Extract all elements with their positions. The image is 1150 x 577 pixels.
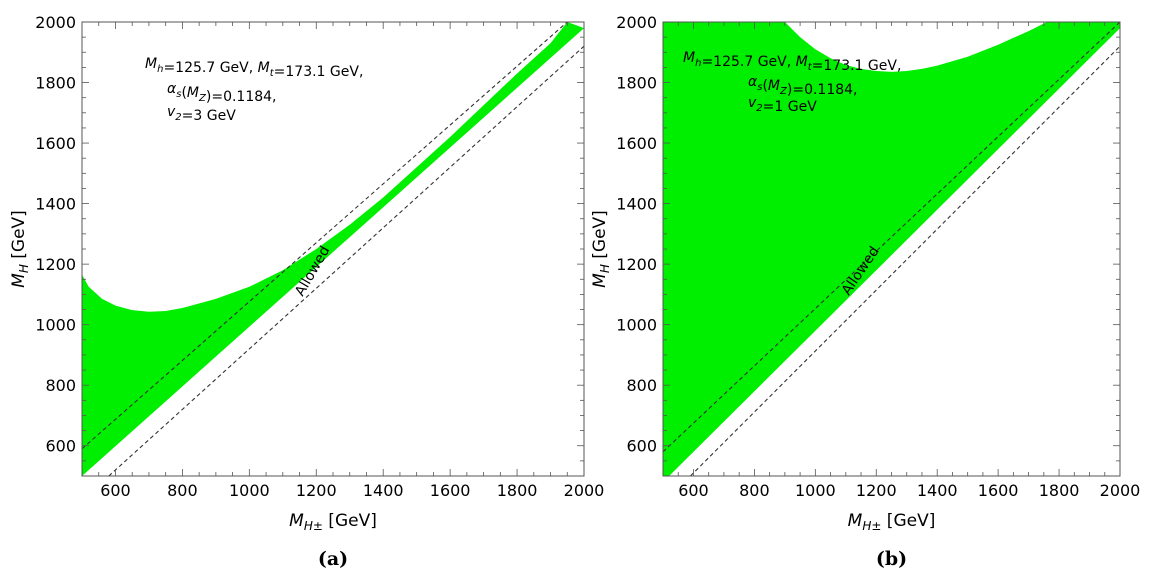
parameter-annotation: Mh=125.7 GeV, Mt=173.1 GeV, [683, 50, 901, 74]
y-tick-label: 1000 [616, 316, 657, 335]
y-tick-label: 800 [45, 376, 76, 395]
x-tick-label: 1000 [795, 481, 836, 500]
panel-label: (b) [876, 548, 907, 570]
x-tick-label: 1600 [430, 481, 471, 500]
x-tick-label: 2000 [1100, 481, 1141, 500]
x-tick-label: 1000 [229, 481, 270, 500]
x-tick-label: 1200 [296, 481, 337, 500]
parameter-annotation: αs(MZ)=0.1184, [167, 81, 277, 105]
y-tick-label: 800 [626, 376, 657, 395]
dashed-boundary-line-2 [108, 45, 584, 476]
y-axis-label: MH [GeV] [9, 210, 31, 288]
x-tick-label: 1400 [917, 481, 958, 500]
dashed-boundary-line-2 [690, 45, 1120, 476]
y-tick-label: 1200 [35, 255, 76, 274]
allowed-region [663, 22, 1120, 476]
parameter-annotation: Mh=125.7 GeV, Mt=173.1 GeV, [145, 56, 363, 80]
x-tick-label: 2000 [564, 481, 605, 500]
x-tick-label: 1800 [497, 481, 538, 500]
allowed-region [82, 22, 584, 476]
y-tick-label: 600 [45, 437, 76, 456]
dashed-boundary-line-1 [82, 22, 568, 450]
parameter-annotation: v2=3 GeV [167, 104, 236, 124]
x-axis-label: MH± [GeV] [848, 511, 936, 533]
y-tick-label: 1000 [35, 316, 76, 335]
x-tick-label: 800 [167, 481, 198, 500]
panel-label: (a) [318, 548, 348, 570]
panel-a: 600 800 1000 1200 1400 1600 1800 2000 600 800 1000… [9, 13, 604, 570]
y-tick-label: 1800 [616, 74, 657, 93]
x-axis-label: MH± [GeV] [289, 511, 377, 533]
parameter-annotation: αs(MZ)=0.1184, [748, 74, 858, 98]
y-tick-label: 1600 [35, 134, 76, 153]
y-tick-label: 600 [626, 437, 657, 456]
y-tick-label: 1400 [35, 195, 76, 214]
x-tick-label: 1600 [978, 481, 1019, 500]
y-tick-label: 1200 [616, 255, 657, 274]
x-tick-label: 1800 [1039, 481, 1080, 500]
parameter-annotation: v2=1 GeV [748, 95, 817, 115]
x-tick-label: 600 [100, 481, 131, 500]
x-tick-label: 800 [739, 481, 770, 500]
x-tick-label: 600 [678, 481, 709, 500]
y-tick-label: 1600 [616, 134, 657, 153]
y-tick-label: 2000 [616, 13, 657, 32]
x-tick-label: 1200 [856, 481, 897, 500]
y-tick-label: 1800 [35, 74, 76, 93]
panel-b: 600 800 1000 1200 1400 1600 1800 2000 600 800 1000… [590, 13, 1140, 570]
y-tick-label: 2000 [35, 13, 76, 32]
y-axis-label: MH [GeV] [590, 210, 612, 288]
x-tick-label: 1400 [363, 481, 404, 500]
y-tick-label: 1400 [616, 195, 657, 214]
